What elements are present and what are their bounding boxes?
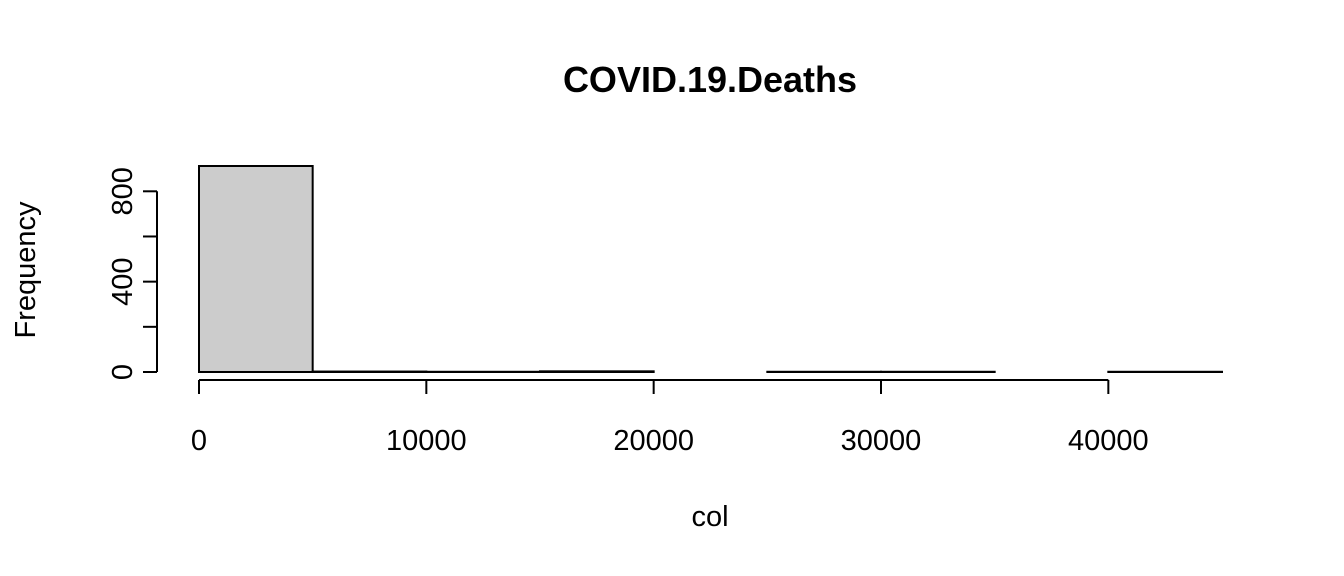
x-tick-label: 40000 (1068, 425, 1149, 457)
x-tick-label: 20000 (613, 425, 694, 457)
x-tick-label: 30000 (841, 425, 922, 457)
bars-group (198, 165, 1224, 374)
x-axis: 0 10000 20000 30000 40000 (191, 379, 1149, 457)
x-axis-label: col (691, 501, 728, 533)
y-tick-label: 400 (107, 257, 139, 305)
y-axis: 0 400 800 (107, 167, 158, 380)
y-tick-label: 0 (107, 364, 139, 380)
x-tick-label: 0 (191, 425, 207, 457)
histogram-bar (198, 165, 314, 373)
y-axis-label: Frequency (10, 201, 42, 339)
chart-title: COVID.19.Deaths (563, 59, 857, 100)
histogram-bar (539, 370, 655, 373)
y-tick-label: 800 (107, 167, 139, 215)
x-tick-label: 10000 (386, 425, 467, 457)
